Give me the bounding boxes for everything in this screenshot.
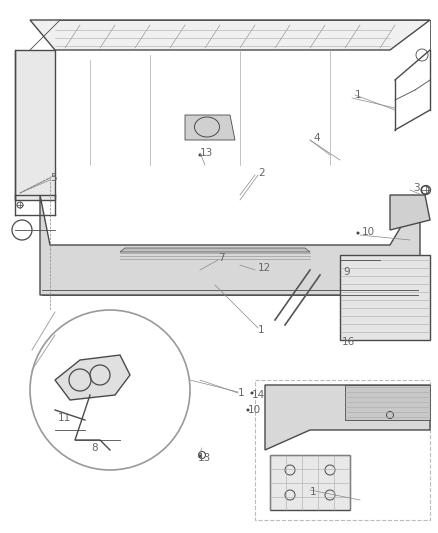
Text: 2: 2	[258, 168, 265, 178]
Text: 4: 4	[313, 133, 320, 143]
Polygon shape	[120, 248, 310, 252]
Text: 10: 10	[248, 405, 261, 415]
Text: 3: 3	[413, 183, 420, 193]
Polygon shape	[55, 355, 130, 400]
Text: 5: 5	[50, 173, 57, 183]
Text: 1: 1	[258, 325, 265, 335]
Text: 1: 1	[355, 90, 362, 100]
Polygon shape	[265, 385, 430, 450]
Text: 13: 13	[198, 453, 211, 463]
Polygon shape	[30, 20, 430, 50]
Text: 10: 10	[362, 227, 375, 237]
Polygon shape	[390, 195, 430, 230]
Text: 7: 7	[218, 253, 225, 263]
Text: 14: 14	[252, 390, 265, 400]
Text: 8: 8	[92, 443, 98, 453]
Circle shape	[198, 455, 201, 457]
Text: 9: 9	[343, 267, 350, 277]
Circle shape	[357, 231, 360, 235]
Text: 13: 13	[200, 148, 213, 158]
Circle shape	[247, 408, 250, 411]
Circle shape	[198, 154, 201, 157]
Polygon shape	[345, 385, 430, 420]
Polygon shape	[40, 195, 420, 295]
Text: 1: 1	[238, 388, 245, 398]
Text: 12: 12	[258, 263, 271, 273]
Polygon shape	[340, 255, 430, 340]
Polygon shape	[185, 115, 235, 140]
Text: 11: 11	[58, 413, 71, 423]
Text: 16: 16	[342, 337, 355, 347]
Circle shape	[251, 392, 254, 394]
Polygon shape	[270, 455, 350, 510]
Polygon shape	[15, 50, 55, 200]
Text: 1: 1	[310, 487, 317, 497]
